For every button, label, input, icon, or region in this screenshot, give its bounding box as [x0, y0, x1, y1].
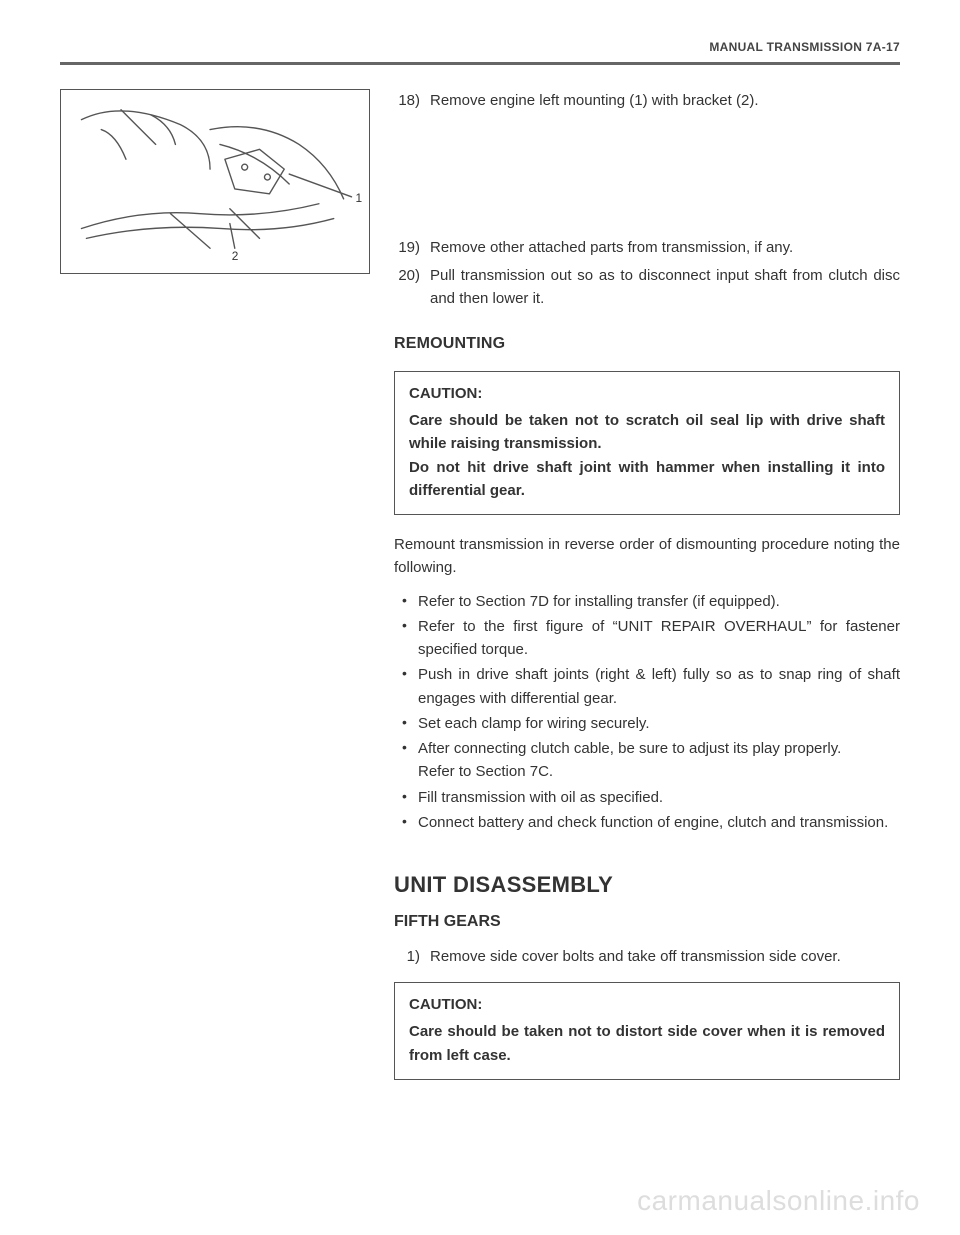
bullet-text: After connecting clutch cable, be sure t… [418, 740, 841, 757]
spacer [394, 116, 900, 236]
caution-title: CAUTION: [409, 382, 885, 405]
step-19: 19) Remove other attached parts from tra… [394, 236, 900, 259]
watermark: carmanualsonline.info [637, 1185, 920, 1217]
caution-line-1: Care should be taken not to scratch oil … [409, 409, 885, 456]
figure-engine-mounting: 1 2 [60, 89, 370, 274]
step-num: 20) [394, 264, 420, 311]
caution-unit: CAUTION: Care should be taken not to dis… [394, 982, 900, 1080]
caution-body: Care should be taken not to distort side… [409, 1020, 885, 1067]
step-text: Remove engine left mounting (1) with bra… [430, 89, 900, 112]
page-header-text: MANUAL TRANSMISSION 7A-17 [709, 40, 900, 54]
step-num: 18) [394, 89, 420, 112]
unit-step-list: 1) Remove side cover bolts and take off … [394, 945, 900, 968]
header-rule [60, 62, 900, 65]
fifth-gears-heading: FIFTH GEARS [394, 910, 900, 935]
right-column: 18) Remove engine left mounting (1) with… [394, 89, 900, 1098]
remounting-bullets: Refer to Section 7D for installing trans… [394, 590, 900, 835]
bullet-subline: Refer to Section 7C. [418, 760, 900, 783]
bullet-item: Connect battery and check function of en… [418, 811, 900, 834]
page-header: MANUAL TRANSMISSION 7A-17 [60, 40, 900, 62]
step-20: 20) Pull transmission out so as to disco… [394, 264, 900, 311]
step-num: 19) [394, 236, 420, 259]
bullet-item: After connecting clutch cable, be sure t… [418, 737, 900, 784]
step-num: 1) [394, 945, 420, 968]
figure-callout-1: 1 [355, 191, 362, 205]
remounting-heading: REMOUNTING [394, 332, 900, 357]
step-text: Pull transmission out so as to disconnec… [430, 264, 900, 311]
figure-callout-2: 2 [232, 249, 239, 263]
step-list-18: 18) Remove engine left mounting (1) with… [394, 89, 900, 112]
step-18: 18) Remove engine left mounting (1) with… [394, 89, 900, 112]
figure-svg: 1 2 [61, 90, 369, 273]
bullet-item: Refer to Section 7D for installing trans… [418, 590, 900, 613]
top-row: 1 2 18) Remove engine left mounting (1) … [60, 89, 900, 1098]
bullet-item: Fill transmission with oil as specified. [418, 786, 900, 809]
bullet-item: Push in drive shaft joints (right & left… [418, 663, 900, 710]
step-list-19-20: 19) Remove other attached parts from tra… [394, 236, 900, 310]
caution-line-2: Do not hit drive shaft joint with hammer… [409, 456, 885, 503]
caution-remounting: CAUTION: Care should be taken not to scr… [394, 371, 900, 515]
remounting-para: Remount transmission in reverse order of… [394, 533, 900, 580]
bullet-item: Refer to the first figure of “UNIT REPAI… [418, 615, 900, 662]
bullet-item: Set each clamp for wiring securely. [418, 712, 900, 735]
unit-step-1: 1) Remove side cover bolts and take off … [394, 945, 900, 968]
step-text: Remove other attached parts from transmi… [430, 236, 900, 259]
unit-disassembly-heading: UNIT DISASSEMBLY [394, 868, 900, 902]
spacer-small [394, 972, 900, 982]
caution-title: CAUTION: [409, 993, 885, 1016]
step-text: Remove side cover bolts and take off tra… [430, 945, 900, 968]
